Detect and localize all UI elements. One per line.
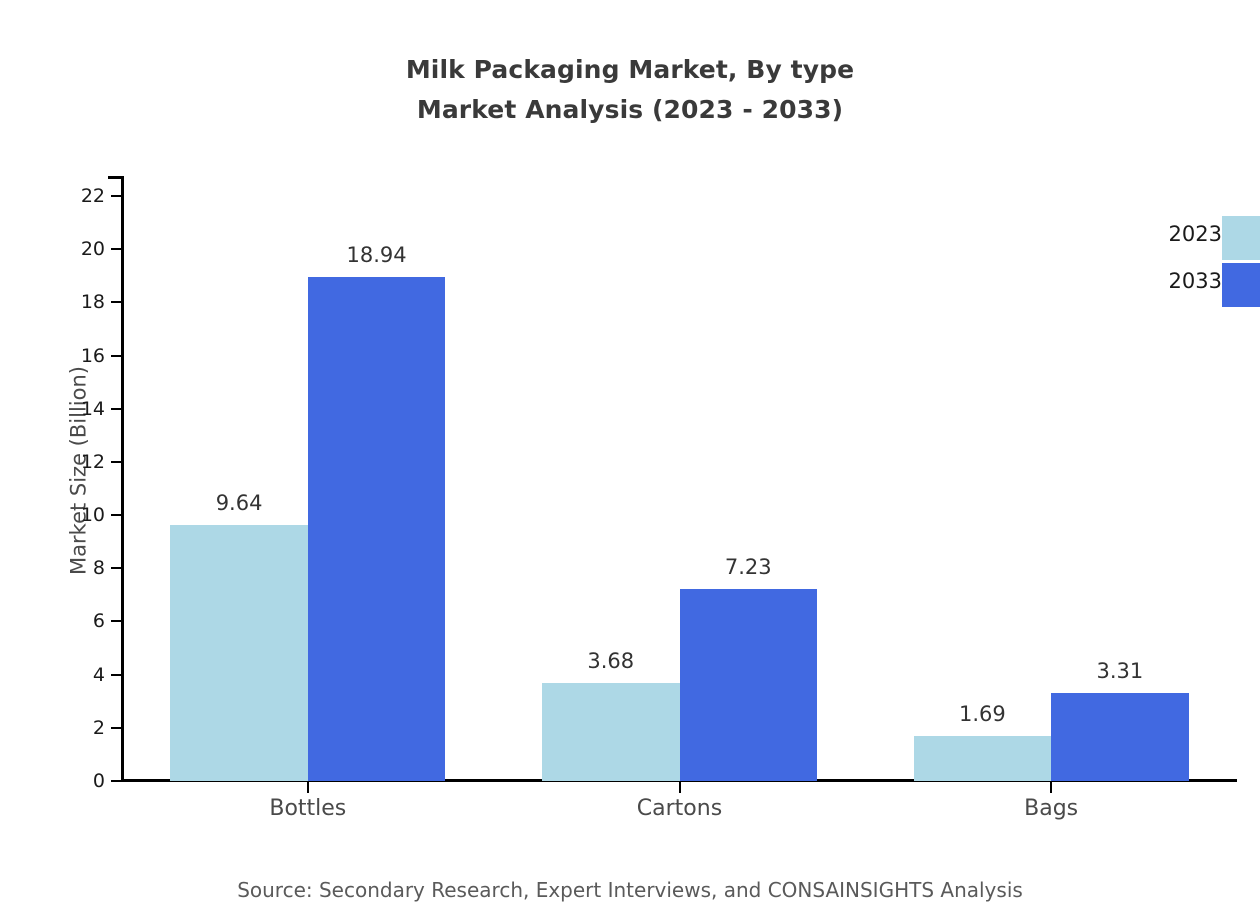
bar-cartons-2023[interactable] xyxy=(542,683,680,781)
y-tick-label: 14 xyxy=(80,397,105,420)
y-tick-label: 8 xyxy=(92,557,105,580)
y-axis-line xyxy=(121,176,124,782)
y-tick-label: 20 xyxy=(80,238,105,261)
bar-value-label-cartons-2033: 7.23 xyxy=(724,554,772,579)
bar-bottles-2023[interactable] xyxy=(170,524,308,781)
y-tick-mark xyxy=(111,460,122,463)
y-tick-mark xyxy=(111,194,122,197)
x-tick-label-bags: Bags xyxy=(1024,796,1079,821)
bar-value-label-cartons-2023: 3.68 xyxy=(587,649,635,674)
chart-legend: 2023 2033 xyxy=(1110,216,1260,310)
y-tick-label: 0 xyxy=(92,770,105,792)
y-tick-label: 6 xyxy=(92,610,105,633)
y-tick-label: 10 xyxy=(80,504,105,527)
y-tick-mark xyxy=(111,354,122,357)
legend-swatch-2023 xyxy=(1222,216,1260,260)
x-tick-mark xyxy=(678,782,681,793)
bar-value-label-bags-2023: 1.69 xyxy=(959,702,1006,727)
y-tick-mark xyxy=(111,514,122,517)
y-tick-mark xyxy=(111,726,122,729)
y-tick-label: 2 xyxy=(92,716,105,739)
y-tick-label: 22 xyxy=(80,184,105,207)
chart-title-line-2: Market Analysis (2023 - 2033) xyxy=(416,95,844,124)
y-tick-label: 12 xyxy=(80,450,105,473)
bar-cartons-2033[interactable] xyxy=(679,588,817,781)
y-tick-mark xyxy=(111,407,122,410)
x-tick-label-cartons: Cartons xyxy=(636,796,723,821)
legend-label-2033: 2033 xyxy=(1168,269,1222,293)
y-tick-label: 4 xyxy=(92,663,105,686)
chart-title: Milk Packaging Market, By type Market An… xyxy=(0,50,1260,130)
bar-bottles-2033[interactable] xyxy=(307,277,446,781)
y-axis-top-cap xyxy=(108,176,124,179)
y-tick-mark xyxy=(111,567,122,570)
bar-bags-2033[interactable] xyxy=(1051,692,1189,781)
y-tick-label: 16 xyxy=(80,344,105,367)
legend-label-2023: 2023 xyxy=(1168,222,1222,246)
bar-value-label-bottles-2023: 9.64 xyxy=(215,490,263,515)
bar-value-label-bags-2033: 3.31 xyxy=(1096,658,1144,683)
bar-value-label-bottles-2033: 18.94 xyxy=(346,243,407,268)
bar-bags-2023[interactable] xyxy=(913,736,1052,781)
x-tick-mark xyxy=(306,782,309,793)
x-tick-label-bottles: Bottles xyxy=(269,796,347,821)
plot-area xyxy=(122,180,1237,781)
chart-title-line-1: Milk Packaging Market, By type xyxy=(405,55,855,84)
legend-item-2023[interactable]: 2023 xyxy=(1110,216,1260,263)
y-tick-mark xyxy=(111,301,122,304)
legend-swatch-2033 xyxy=(1222,263,1260,307)
y-tick-mark xyxy=(111,673,122,676)
y-tick-mark xyxy=(111,248,122,251)
y-tick-label: 18 xyxy=(80,291,105,314)
source-note: Source: Secondary Research, Expert Inter… xyxy=(237,878,1023,902)
y-tick-mark xyxy=(111,620,122,623)
y-tick-mark xyxy=(111,780,122,782)
legend-item-2033[interactable]: 2033 xyxy=(1110,263,1260,310)
x-tick-mark xyxy=(1050,782,1053,793)
